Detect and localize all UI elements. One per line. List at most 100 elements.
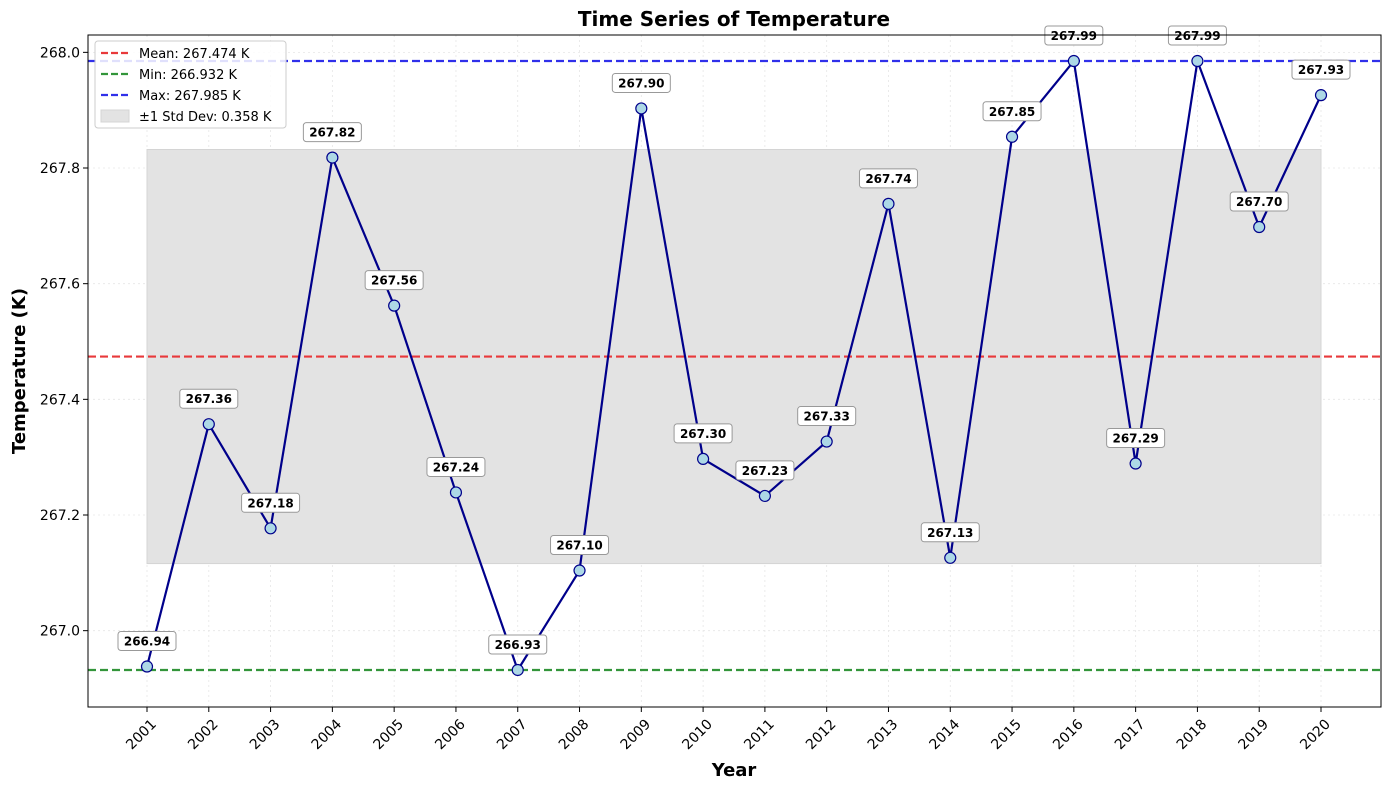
data-label-text: 267.74 (865, 172, 911, 186)
data-label: 266.93 (488, 634, 548, 655)
y-axis-label: Temperature (K) (9, 288, 30, 454)
data-label-box (488, 634, 548, 655)
data-label: 267.99 (1167, 25, 1227, 46)
data-point (1253, 220, 1266, 234)
y-tick-label: 267.4 (40, 392, 80, 408)
legend-entry: Mean: 267.474 K (139, 47, 250, 62)
data-point (264, 522, 277, 535)
data-label: 267.24 (426, 456, 486, 477)
y-tick-label: 268.0 (40, 45, 80, 61)
x-tick-label: 2008 (556, 717, 593, 754)
data-label: 267.36 (179, 388, 239, 409)
data-label-box (550, 535, 610, 556)
x-tick-label: 2009 (618, 717, 655, 754)
data-label-text: 267.93 (1298, 63, 1344, 77)
legend-box (94, 40, 287, 129)
data-label-text: 267.10 (556, 539, 602, 553)
data-point (944, 551, 957, 564)
legend-entry: ±1 Std Dev: 0.358 K (139, 110, 272, 125)
data-label-text: 267.90 (618, 76, 664, 90)
data-label-box (797, 406, 857, 427)
data-label-text: 267.99 (1051, 29, 1097, 43)
data-label: 267.13 (920, 522, 980, 543)
legend: Mean: 267.474 K Min: 266.932 K Max: 267.98… (94, 40, 287, 129)
data-label: 267.29 (1106, 428, 1166, 449)
data-labels: 266.94 267.36 267.18 267.82 267.56 267.24 266.… (117, 25, 1351, 655)
x-tick-label: 2003 (247, 717, 284, 754)
data-point (573, 564, 586, 577)
data-label-box (611, 72, 671, 93)
x-tick-label: 2012 (803, 717, 840, 754)
series-line (145, 59, 1322, 672)
data-label-box (1044, 25, 1104, 46)
x-tick-label: 2011 (741, 717, 778, 754)
data-label: 267.82 (302, 122, 362, 143)
data-point (882, 197, 895, 210)
x-tick-label: 2019 (1236, 717, 1273, 754)
data-label-text: 267.70 (1236, 195, 1282, 209)
data-label: 267.99 (1044, 25, 1104, 46)
chart-title: Time Series of Temperature (578, 7, 890, 31)
y-axis-ticks: 267.0 267.2 267.4 267.6 267.8 268.0 (40, 45, 88, 640)
data-label: 267.23 (735, 460, 795, 481)
x-tick-label: 2007 (494, 717, 531, 754)
data-label-text: 267.36 (186, 392, 232, 406)
data-label-box (241, 492, 301, 513)
data-point (820, 435, 833, 448)
data-point (1314, 89, 1328, 102)
data-label-text: 267.56 (371, 274, 417, 288)
data-point (326, 151, 339, 164)
data-point (388, 299, 401, 312)
data-label-box (1291, 59, 1351, 80)
x-tick-label: 2005 (370, 717, 407, 754)
x-tick-label: 2001 (123, 717, 160, 754)
x-tick-label: 2014 (927, 716, 964, 753)
data-label-box (858, 168, 918, 189)
data-label-box (364, 270, 424, 291)
data-label-box (735, 460, 795, 481)
data-label-text: 267.24 (433, 460, 479, 474)
data-label-box (982, 101, 1042, 122)
data-label-box (1167, 25, 1227, 46)
y-tick-label: 267.2 (40, 508, 80, 524)
x-axis-label: Year (711, 760, 757, 781)
data-point (758, 489, 771, 503)
legend-entry: Max: 267.985 K (139, 89, 241, 104)
data-label: 267.56 (364, 270, 424, 291)
data-label: 267.70 (1229, 191, 1289, 212)
data-label-text: 267.13 (927, 526, 973, 540)
data-label-box (179, 388, 239, 409)
plot-frame (87, 34, 1382, 708)
data-label-text: 267.33 (804, 410, 850, 424)
data-label-box (920, 522, 980, 543)
data-point (697, 452, 710, 466)
data-point (1005, 130, 1019, 143)
x-axis-ticks: 2001 2002 2003 2004 2005 2006 2007 2008 2009 2010… (123, 707, 1334, 753)
data-label-text: 266.93 (495, 638, 541, 652)
data-label-text: 267.18 (247, 496, 293, 510)
data-label-text: 267.99 (1174, 29, 1220, 43)
data-label-box (117, 631, 177, 652)
data-label: 266.94 (117, 631, 177, 652)
data-label-box (1106, 428, 1166, 449)
y-tick-label: 267.0 (40, 624, 80, 640)
y-tick-label: 267.8 (40, 161, 80, 177)
data-label-text: 267.85 (989, 105, 1035, 119)
data-point (511, 663, 524, 677)
x-tick-label: 2006 (432, 716, 469, 753)
data-point (449, 486, 463, 499)
data-label: 267.18 (241, 492, 301, 513)
data-point (140, 660, 154, 673)
y-tick-label: 267.6 (40, 277, 80, 293)
data-label-box (426, 456, 486, 477)
data-label: 267.10 (550, 535, 610, 556)
data-label: 267.74 (858, 168, 918, 189)
data-label-text: 267.29 (1112, 432, 1158, 446)
data-label: 267.90 (611, 72, 671, 93)
x-tick-label: 2010 (679, 717, 716, 754)
data-label-box (1229, 191, 1289, 212)
data-point (1191, 54, 1204, 68)
x-tick-label: 2015 (988, 717, 1025, 754)
x-tick-label: 2020 (1297, 717, 1334, 754)
